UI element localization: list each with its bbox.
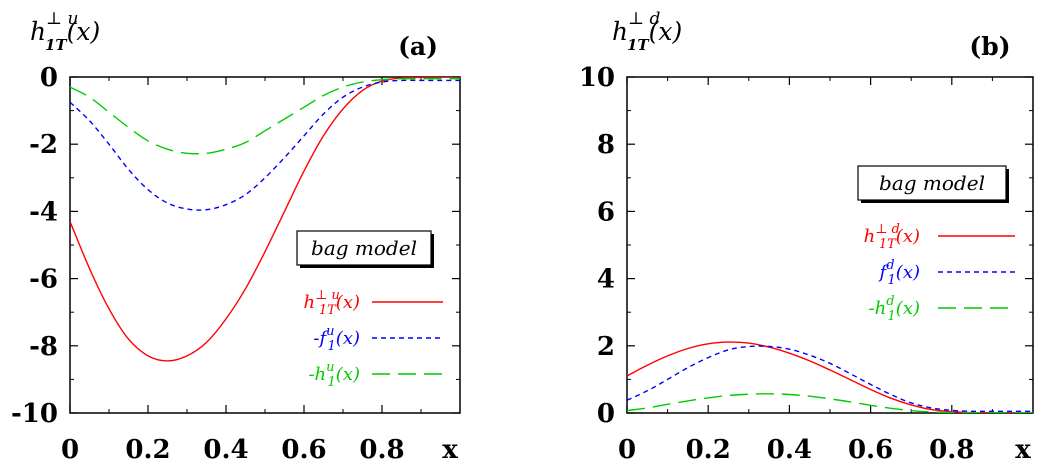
legend-label-sub: 1T [879,237,897,252]
legend-label-sub: 1T [319,303,337,318]
legend-label-sup: u [326,360,334,375]
model-label-box [857,165,1007,201]
x-tick-label: 0 [618,435,636,465]
y-tick-label: -10 [11,399,58,429]
y-tick-label: 8 [597,130,615,160]
y-tick-label: -8 [29,332,58,362]
legend-label-sub: 1 [888,273,896,288]
legend-label-2: -hu 1(x) [308,360,360,390]
y-tick-label: -6 [29,265,58,295]
y-axis-label-arg: (x) [67,17,101,46]
legend-label-arg: (x) [336,292,360,313]
y-tick-label: 0 [40,63,58,93]
legend-label-base: h [864,226,876,247]
legend-label-base: h [875,298,887,319]
x-tick-label: 0 [61,435,79,465]
legend-label-prefix: - [313,328,319,349]
x-tick-label: 0.4 [203,435,248,465]
model-label: bag model [879,171,985,195]
legend-label-arg: (x) [896,262,920,283]
legend-label-prefix: - [308,364,314,385]
legend-label-sub: 1 [328,375,336,390]
legend-label-sup: d [886,294,894,309]
y-tick-label: 10 [579,63,615,93]
model-label-box [296,230,432,266]
legend-label-base: h [304,292,316,313]
legend-label-arg: (x) [336,328,360,349]
legend-label-arg: (x) [336,364,360,385]
legend-label-1: -fu 1(x) [313,324,360,354]
legend-label-2: -hd 1(x) [869,294,921,324]
y-tick-label: 2 [597,332,615,362]
y-tick-label: -4 [29,197,58,227]
legend-label-sub: 1 [328,339,336,354]
y-tick-label: 0 [597,399,615,429]
legend-label-1: fd 1(x) [878,258,920,288]
series-line-1 [70,79,460,211]
model-label: bag model [311,236,417,260]
y-axis-label-base: h [612,17,628,46]
y-axis-label-sup: ⊥ u [46,9,78,29]
y-tick-label: 6 [597,197,615,227]
y-axis-label: h⊥ u 1T(x) [30,9,100,54]
legend-label-arg: (x) [896,298,920,319]
panel-label: (b) [969,32,1010,61]
x-tick-label: 0.8 [929,435,974,465]
x-axis-label: x [1015,435,1031,465]
legend-label-base: h [315,364,327,385]
x-tick-label: 0.2 [686,435,731,465]
legend-label-sub: 1 [888,309,896,324]
x-tick-label: 0.4 [767,435,812,465]
legend-label-0: h⊥ d 1T(x) [864,222,920,252]
y-axis-label-base: h [30,17,46,46]
y-tick-label: 4 [597,265,615,295]
x-tick-label: 0.2 [125,435,170,465]
y-tick-label: -2 [29,130,58,160]
y-axis-label: h⊥ d 1T(x) [612,9,682,54]
legend-label-sup: ⊥ u [315,288,340,303]
series-line-0 [70,77,460,362]
y-axis-label-sub: 1T [45,36,68,54]
series-line-2 [70,77,460,155]
series-line-1 [627,345,1033,413]
legend-label-sup: u [326,324,334,339]
series-line-2 [627,393,1033,413]
legend-label-0: h⊥ u 1T(x) [304,288,360,318]
series-line-0 [627,341,1033,413]
x-tick-label: 0.6 [281,435,326,465]
y-axis-label-arg: (x) [649,17,683,46]
x-tick-label: 0.6 [848,435,893,465]
panel-label: (a) [398,32,438,61]
legend-label-sup: d [886,258,894,273]
legend-label-prefix: - [869,298,875,319]
y-axis-label-sup: ⊥ d [628,9,660,29]
x-tick-label: 0.8 [359,435,404,465]
x-axis-label: x [442,435,458,465]
chart-panel-a: 0 0.2 0.4 0.6 0.8 x0-2-4-6-8-10h⊥ u 1T(x)(a)ba… [11,9,461,465]
legend-label-sup: ⊥ d [875,222,900,237]
legend-label-arg: (x) [896,226,920,247]
y-axis-label-sub: 1T [627,36,650,54]
